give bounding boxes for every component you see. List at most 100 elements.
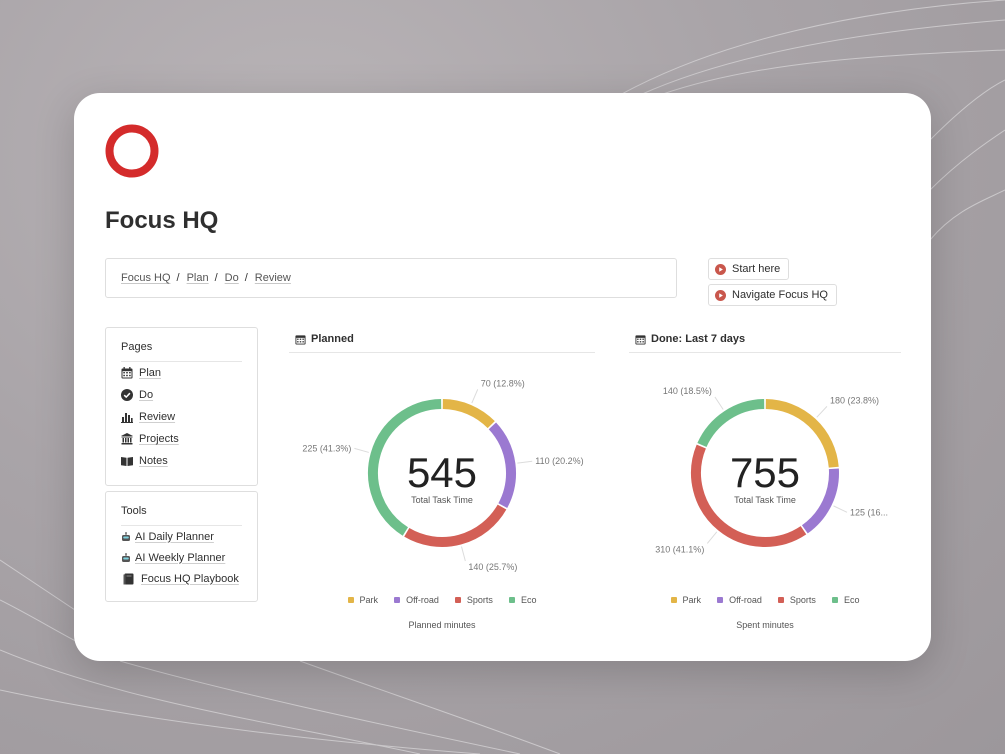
legend-item-eco: Eco [508,595,537,605]
start-here-label: Start here [732,263,781,275]
tool-item-focus-hq-playbook[interactable]: Focus HQ Playbook [121,568,242,589]
slice-label-leader [833,505,848,513]
done-chart-caption: Spent minutes [736,620,794,630]
slice-label-leader [517,460,533,464]
robot-icon [122,531,130,541]
legend-label: Park [359,595,379,605]
calendar-icon [121,367,133,379]
legend-item-eco: Eco [831,595,860,605]
legend-item-off-road: Off-road [717,595,762,605]
legend-swatch-off-road [394,597,401,603]
book-icon [123,573,134,584]
donut-slice-park [765,399,839,468]
done-donut-chart: 180 (23.8%) 125 (16... 310 (41.1%) 140 (18.… [655,386,888,554]
legend-swatch-eco [831,597,838,603]
legend-label: Off-road [406,595,439,605]
nav-item-label: Review [139,411,176,423]
slice-value-label: 225 (41.3%) [302,443,351,453]
legend-item-sports: Sports [777,595,816,605]
donut-slice-eco [697,399,765,448]
breadcrumb-review[interactable]: Review [254,272,291,284]
legend-swatch-off-road [717,597,724,603]
legend-label: Sports [466,595,493,605]
nav-item-do[interactable]: Do [121,384,242,406]
start-here-button[interactable]: Start here [708,258,790,280]
planned-chart-title: Planned [311,333,354,345]
slice-label-leader [471,389,479,404]
nav-item-label: Projects [139,433,179,445]
nav-item-plan[interactable]: Plan [121,362,242,384]
legend-item-sports: Sports [454,595,493,605]
navigate-focus-hq-button[interactable]: Navigate Focus HQ [708,284,837,306]
breadcrumb-separator: / [214,272,218,284]
nav-item-label: Plan [139,367,162,379]
tool-item-ai-weekly-planner[interactable]: AI Weekly Planner [121,547,242,568]
calendar-icon [635,334,646,345]
slice-value-label: 110 (20.2%) [535,456,583,466]
pages-panel: Pages Plan Do Review Projects Notes [105,327,258,486]
pages-heading: Pages [121,341,242,362]
page-title: Focus HQ [105,207,219,234]
focus-hq-logo-icon [105,124,159,178]
done-chart-header: Done: Last 7 days [629,327,901,353]
legend-swatch-sports [454,597,461,603]
planned-chart-block: Planned 70 (12.8%) 110 (20.2%) 140 (25.7%)… [289,327,595,637]
legend-swatch-park [670,597,677,603]
slice-label-leader [706,531,718,544]
done-chart-block: Done: Last 7 days 180 (23.8%) 125 (16... 3… [629,327,901,637]
breadcrumb-focus-hq[interactable]: Focus HQ [121,272,171,284]
slice-label-leader [461,546,466,562]
tool-item-label: AI Weekly Planner [135,551,226,564]
planned-donut-chart: 70 (12.8%) 110 (20.2%) 140 (25.7%) 225 (41.… [302,378,583,572]
bar-chart-icon [121,413,133,423]
play-circle-icon [715,289,726,301]
nav-item-label: Notes [139,455,168,467]
slice-value-label: 125 (16... [850,507,888,517]
donut-slice-sports [691,444,807,547]
nav-item-notes[interactable]: Notes [121,450,242,472]
tool-item-label: Focus HQ Playbook [141,572,239,585]
breadcrumb: Focus HQ / Plan / Do / Review [105,258,677,298]
breadcrumb-separator: / [176,272,180,284]
slice-value-label: 140 (18.5%) [663,386,712,396]
legend-item-park: Park [670,595,701,605]
done-legend: Park Off-road Sports Eco [629,595,901,605]
slice-value-label: 310 (41.1%) [655,544,704,554]
donut-slice-off-road [488,422,516,508]
check-circle-icon [121,389,133,401]
nav-item-label: Do [139,389,154,401]
legend-swatch-sports [777,597,784,603]
donut-slice-eco [368,399,442,536]
nav-item-review[interactable]: Review [121,406,242,428]
breadcrumb-plan[interactable]: Plan [186,272,209,284]
total-task-time-value: 545 [407,449,477,496]
breadcrumb-do[interactable]: Do [224,272,239,284]
slice-value-label: 140 (25.7%) [468,562,517,572]
tools-panel: Tools AI Daily Planner AI Weekly Planner… [105,491,258,602]
slice-value-label: 180 (23.8%) [830,395,879,405]
legend-swatch-eco [508,597,515,603]
nav-item-projects[interactable]: Projects [121,428,242,450]
tool-item-label: AI Daily Planner [135,530,214,543]
book-open-icon [121,457,133,466]
legend-swatch-park [347,597,354,603]
legend-label: Eco [520,595,537,605]
slice-label-leader [714,396,724,410]
legend-item-off-road: Off-road [394,595,439,605]
donut-slice-off-road [801,468,839,534]
total-task-time-label: Total Task Time [734,495,796,505]
done-chart-title: Done: Last 7 days [651,333,746,345]
donut-slice-park [442,399,495,429]
tool-item-ai-daily-planner[interactable]: AI Daily Planner [121,526,242,547]
breadcrumb-separator: / [244,272,248,284]
planned-chart-caption: Planned minutes [408,620,476,630]
robot-icon [122,552,130,562]
total-task-time-label: Total Task Time [411,495,473,505]
tools-heading: Tools [121,505,242,526]
total-task-time-value: 755 [730,449,800,496]
calendar-icon [295,334,306,345]
main-card: Focus HQ Focus HQ / Plan / Do / Review S… [74,93,931,661]
slice-value-label: 70 (12.8%) [481,378,525,388]
legend-label: Eco [843,595,860,605]
